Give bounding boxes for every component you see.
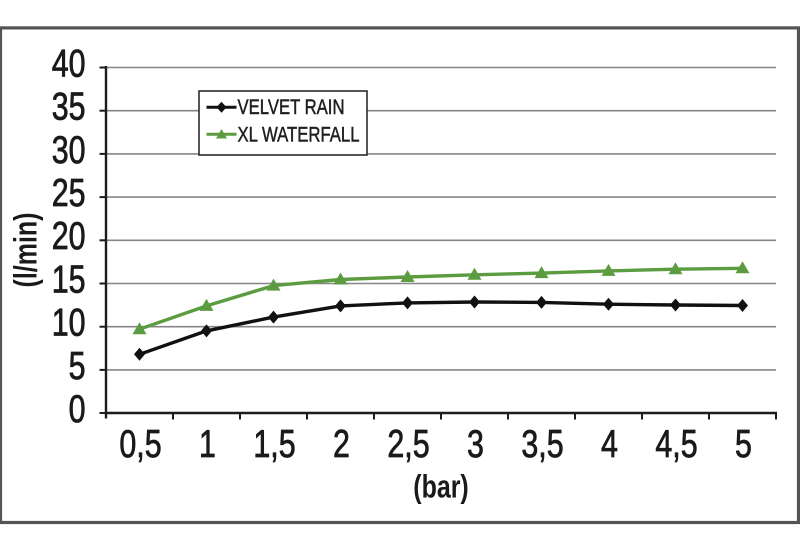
svg-text:0: 0 <box>69 388 86 431</box>
svg-text:3,5: 3,5 <box>521 423 563 466</box>
svg-text:1: 1 <box>199 423 216 466</box>
svg-text:2: 2 <box>333 423 350 466</box>
svg-text:(l/min): (l/min) <box>8 213 44 288</box>
svg-text:40: 40 <box>52 42 86 85</box>
svg-text:5: 5 <box>735 423 752 466</box>
svg-text:XL WATERFALL: XL WATERFALL <box>238 124 360 147</box>
svg-text:4,5: 4,5 <box>655 423 697 466</box>
svg-text:(bar): (bar) <box>413 469 469 505</box>
svg-text:20: 20 <box>52 215 86 258</box>
svg-text:4: 4 <box>601 423 618 466</box>
svg-text:35: 35 <box>52 86 86 129</box>
svg-text:25: 25 <box>52 172 86 215</box>
svg-text:1,5: 1,5 <box>253 423 295 466</box>
svg-text:3: 3 <box>467 423 484 466</box>
svg-text:15: 15 <box>52 258 86 301</box>
svg-text:30: 30 <box>52 129 86 172</box>
svg-text:2,5: 2,5 <box>387 423 429 466</box>
svg-text:VELVET RAIN: VELVET RAIN <box>238 96 345 119</box>
svg-text:0,5: 0,5 <box>119 423 161 466</box>
svg-text:10: 10 <box>52 302 86 345</box>
svg-text:5: 5 <box>69 345 86 388</box>
